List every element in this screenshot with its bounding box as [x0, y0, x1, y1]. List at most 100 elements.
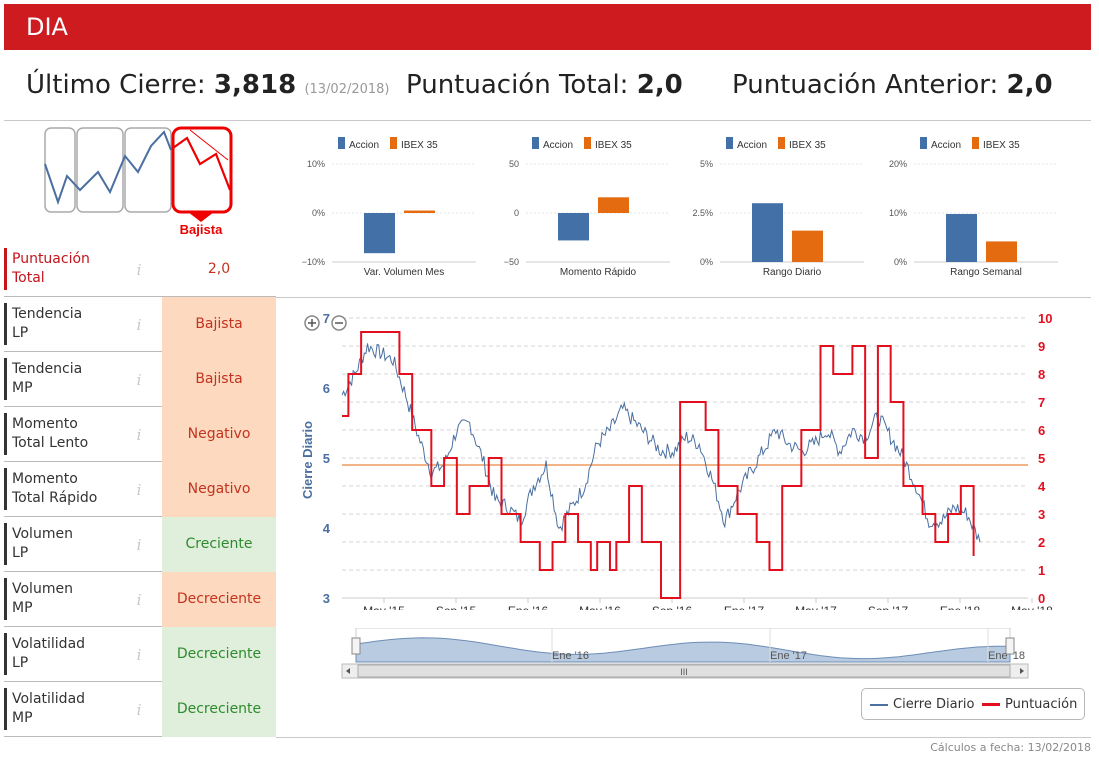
scroll-right-icon[interactable]: [1020, 668, 1024, 674]
y2-tick-label: 2: [1038, 535, 1045, 550]
navigator-handle-right[interactable]: [1005, 637, 1015, 655]
y2-tick-label: 7: [1038, 395, 1045, 410]
trend-gauge: Bajista: [44, 126, 233, 237]
indicator-label: Volumen LP: [4, 523, 134, 565]
last-close-label: Último Cierre:: [26, 70, 206, 100]
legend-swatch: [338, 137, 345, 149]
mini-legend: Accion IBEX 35: [920, 137, 1020, 151]
y-tick-label: 4: [323, 521, 331, 536]
navigator-label: Ene '18: [988, 650, 1025, 662]
indicator-row: Momento Total Rápido i Negativo: [4, 462, 276, 517]
info-icon[interactable]: i: [136, 261, 142, 279]
y2-tick-label: 8: [1038, 367, 1045, 382]
info-icon[interactable]: i: [136, 591, 142, 609]
legend-item-cierre[interactable]: Cierre Diario: [870, 697, 975, 712]
total-score-value: 2,0: [636, 70, 683, 100]
mini-bar-chart: Accion IBEX 35 50 0 −50 Momento Rápido: [504, 137, 670, 278]
y-tick-label: 5%: [700, 159, 713, 169]
legend-swatch: [390, 137, 397, 149]
scroll-grip-icon: III: [680, 667, 688, 677]
y2-tick-label: 3: [1038, 507, 1045, 522]
x-tick-label: Ene '16: [508, 604, 549, 610]
x-tick-label: Ene '17: [724, 604, 765, 610]
bar-ibex-35: [792, 230, 823, 262]
y-tick-label: 2.5%: [692, 208, 713, 218]
mini-chart-title: Momento Rápido: [560, 267, 637, 278]
info-icon[interactable]: i: [136, 426, 142, 444]
page-title: DIA: [26, 13, 68, 41]
last-close-date: (13/02/2018): [304, 82, 390, 97]
legend-label: Puntuación: [1005, 697, 1078, 712]
indicator-value: 2,0: [207, 261, 231, 277]
indicator-table: Puntuación Total i 2,0 Tendencia LP i Bajista…: [4, 242, 276, 737]
indicator-row: Tendencia LP i Bajista: [4, 297, 276, 352]
calc-date-note: Cálculos a fecha: 13/02/2018: [930, 741, 1091, 754]
x-tick-label: May '15: [363, 604, 405, 610]
legend-label: IBEX 35: [983, 140, 1020, 151]
info-icon[interactable]: i: [136, 646, 142, 664]
y2-tick-label: 5: [1038, 451, 1045, 466]
indicator-value: Decreciente: [162, 682, 276, 737]
legend-label: Accion: [543, 140, 573, 151]
bar-ibex-35: [404, 210, 435, 213]
legend-label: Cierre Diario: [893, 697, 975, 712]
legend-swatch: [972, 137, 979, 149]
total-score: Puntuación Total: 2,0: [406, 70, 683, 100]
info-icon[interactable]: i: [136, 701, 142, 719]
mini-legend: Accion IBEX 35: [726, 137, 826, 151]
info-icon[interactable]: i: [136, 536, 142, 554]
legend-label: Accion: [349, 140, 379, 151]
series-puntuacion: [342, 331, 975, 599]
indicator-value: Bajista: [162, 352, 276, 407]
indicator-row: Momento Total Lento i Negativo: [4, 407, 276, 462]
legend-swatch: [584, 137, 591, 149]
bar-accion: [364, 213, 395, 254]
legend-item-puntuacion[interactable]: Puntuación: [982, 697, 1077, 712]
zoom-out-icon[interactable]: [331, 315, 347, 331]
indicator-label: Tendencia MP: [4, 358, 134, 400]
y-tick-label: 6: [323, 381, 330, 396]
legend-label: Accion: [931, 140, 961, 151]
total-score-label: Puntuación Total:: [406, 70, 629, 100]
y-tick-label: −50: [504, 257, 519, 267]
chart-legend[interactable]: Cierre Diario Puntuación: [861, 688, 1085, 720]
info-icon[interactable]: i: [136, 481, 142, 499]
previous-score-label: Puntuación Anterior:: [732, 70, 999, 100]
indicator-row: Volatilidad LP i Decreciente: [4, 627, 276, 682]
y-tick-label: 0%: [312, 208, 325, 218]
x-tick-label: Sep '17: [868, 604, 909, 610]
indicator-row: Tendencia MP i Bajista: [4, 352, 276, 407]
indicator-value: Negativo: [162, 462, 276, 517]
bar-accion: [752, 203, 783, 262]
navigator-handle-left[interactable]: [351, 637, 361, 655]
y-tick-label: 5: [323, 451, 330, 466]
zoom-in-icon[interactable]: [304, 315, 320, 331]
mini-legend: Accion IBEX 35: [338, 137, 438, 151]
y-tick-label: 7: [323, 311, 330, 326]
x-tick-label: Sep '16: [652, 604, 693, 610]
indicator-row: Volumen MP i Decreciente: [4, 572, 276, 627]
y-tick-label: 50: [509, 159, 519, 169]
navigator-area: [355, 637, 1011, 663]
scroll-left-icon[interactable]: [346, 668, 350, 674]
info-icon[interactable]: i: [136, 316, 142, 334]
info-icon[interactable]: i: [136, 371, 142, 389]
y-tick-label: 0: [514, 208, 519, 218]
y2-tick-label: 0: [1038, 591, 1045, 606]
navigator-label: Ene '17: [770, 650, 807, 662]
navigator-label: Ene '16: [552, 650, 589, 662]
legend-label: IBEX 35: [789, 140, 826, 151]
y-tick-label: 0%: [700, 257, 713, 267]
indicator-value: Negativo: [162, 407, 276, 462]
legend-label: IBEX 35: [401, 140, 438, 151]
legend-swatch: [982, 703, 1000, 706]
y2-tick-label: 4: [1038, 479, 1046, 494]
indicator-label: Tendencia LP: [4, 303, 134, 345]
title-bar: DIA: [4, 4, 1091, 50]
x-tick-label: Sep '15: [436, 604, 477, 610]
bar-accion: [558, 213, 589, 241]
chart-navigator[interactable]: Ene '16 Ene '17 Ene '18 III: [340, 628, 1030, 680]
indicator-row: Volatilidad MP i Decreciente: [4, 682, 276, 737]
navigator-scroll-thumb[interactable]: [357, 664, 1011, 678]
